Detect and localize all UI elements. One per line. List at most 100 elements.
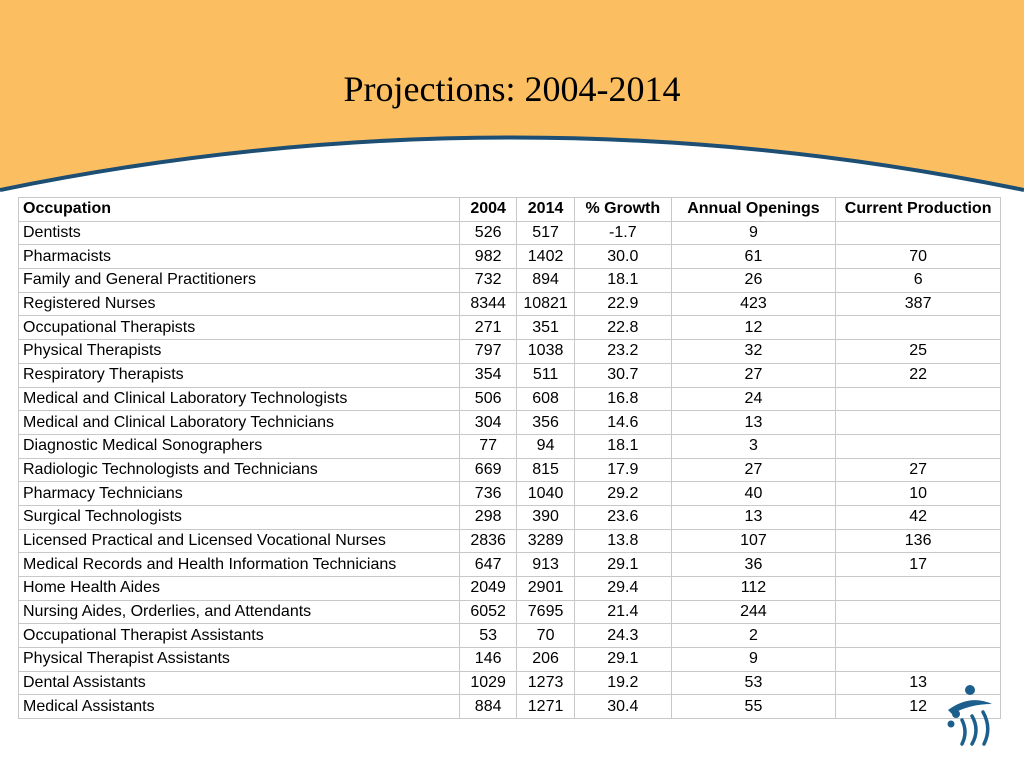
cell-annual-openings: 9 <box>670 220 837 246</box>
cell-current-production <box>835 433 1001 459</box>
cell-occupation: Diagnostic Medical Sonographers <box>17 433 461 459</box>
cell-count-2004: 797 <box>459 339 518 364</box>
cell-count-2004: 669 <box>459 457 518 483</box>
projections-table: Occupation 2004 2014 % Growth Annual Ope… <box>17 197 1001 720</box>
cell-count-2014: 390 <box>516 504 576 530</box>
cell-annual-openings: 40 <box>670 481 837 506</box>
table-row: Diagnostic Medical Sonographers 77 94 18.1 3 <box>17 433 1001 459</box>
cell-occupation: Occupational Therapist Assistants <box>17 623 461 649</box>
cell-growth: 29.2 <box>574 481 672 506</box>
cell-occupation: Medical Records and Health Information T… <box>17 552 461 577</box>
cell-count-2004: 146 <box>459 647 518 672</box>
cell-growth: 21.4 <box>574 599 672 625</box>
cell-occupation: Medical Assistants <box>17 694 461 720</box>
cell-count-2004: 1029 <box>459 670 518 696</box>
cell-annual-openings: 13 <box>670 504 837 530</box>
cell-count-2004: 732 <box>459 268 518 293</box>
cell-annual-openings: 27 <box>670 362 837 388</box>
table-row: Dental Assistants 1029 1273 19.2 53 13 <box>17 670 1001 696</box>
cell-count-2004: 526 <box>459 220 518 246</box>
cell-growth: -1.7 <box>574 220 672 246</box>
cell-growth: 30.0 <box>574 244 672 270</box>
column-header-annual-openings: Annual Openings <box>670 197 837 222</box>
cell-current-production: 17 <box>835 552 1001 577</box>
table-row: Medical and Clinical Laboratory Technolo… <box>17 386 1001 412</box>
cell-annual-openings: 112 <box>670 576 837 601</box>
cell-occupation: Physical Therapist Assistants <box>17 647 461 672</box>
cell-current-production <box>835 576 1001 601</box>
cell-current-production: 27 <box>835 457 1001 483</box>
cell-count-2014: 206 <box>516 647 576 672</box>
cell-growth: 30.7 <box>574 362 672 388</box>
cell-count-2014: 1402 <box>516 244 576 270</box>
table-row: Medical Records and Health Information T… <box>17 552 1001 577</box>
cell-count-2014: 894 <box>516 268 576 293</box>
cell-current-production <box>835 599 1001 625</box>
cell-count-2004: 8344 <box>459 291 518 317</box>
cell-occupation: Occupational Therapists <box>17 315 461 341</box>
cell-count-2014: 1040 <box>516 481 576 506</box>
cell-annual-openings: 2 <box>670 623 837 649</box>
cell-count-2014: 1273 <box>516 670 576 696</box>
cell-count-2014: 1038 <box>516 339 576 364</box>
table-row: Home Health Aides 2049 2901 29.4 112 <box>17 576 1001 601</box>
cell-current-production: 25 <box>835 339 1001 364</box>
cell-occupation: Pharmacy Technicians <box>17 481 461 506</box>
header-background <box>0 0 1024 192</box>
table-row: Surgical Technologists 298 390 23.6 13 42 <box>17 504 1001 530</box>
people-logo-icon <box>947 685 992 746</box>
cell-growth: 23.2 <box>574 339 672 364</box>
cell-current-production: 136 <box>835 528 1001 554</box>
cell-annual-openings: 32 <box>670 339 837 364</box>
table-row: Family and General Practitioners 732 894 18… <box>17 268 1001 293</box>
column-header-2014: 2014 <box>516 197 576 222</box>
column-header-2004: 2004 <box>459 197 518 222</box>
cell-annual-openings: 53 <box>670 670 837 696</box>
cell-annual-openings: 9 <box>670 647 837 672</box>
cell-current-production: 6 <box>835 268 1001 293</box>
cell-occupation: Dentists <box>17 220 461 246</box>
cell-current-production: 70 <box>835 244 1001 270</box>
cell-growth: 18.1 <box>574 433 672 459</box>
cell-count-2014: 351 <box>516 315 576 341</box>
table-row: Pharmacy Technicians 736 1040 29.2 40 10 <box>17 481 1001 506</box>
cell-annual-openings: 107 <box>670 528 837 554</box>
cell-count-2014: 10821 <box>516 291 576 317</box>
column-header-current-production: Current Production <box>835 197 1001 222</box>
table-body: Dentists 526 517 -1.7 9 Pharmacists 982 1402 30.… <box>17 220 1001 720</box>
table-row: Occupational Therapist Assistants 53 70 24.… <box>17 623 1001 649</box>
cell-growth: 22.9 <box>574 291 672 317</box>
slide-title: Projections: 2004-2014 <box>343 69 681 109</box>
cell-occupation: Medical and Clinical Laboratory Technici… <box>17 410 461 435</box>
table-row: Registered Nurses 8344 10821 22.9 423 387 <box>17 291 1001 317</box>
cell-occupation: Medical and Clinical Laboratory Technolo… <box>17 386 461 412</box>
cell-growth: 17.9 <box>574 457 672 483</box>
cell-count-2004: 298 <box>459 504 518 530</box>
column-header-occupation: Occupation <box>17 197 461 222</box>
cell-occupation: Nursing Aides, Orderlies, and Attendants <box>17 599 461 625</box>
cell-count-2014: 517 <box>516 220 576 246</box>
cell-growth: 23.6 <box>574 504 672 530</box>
cell-count-2004: 304 <box>459 410 518 435</box>
cell-count-2014: 913 <box>516 552 576 577</box>
cell-count-2004: 982 <box>459 244 518 270</box>
cell-annual-openings: 61 <box>670 244 837 270</box>
cell-count-2004: 506 <box>459 386 518 412</box>
table-row: Pharmacists 982 1402 30.0 61 70 <box>17 244 1001 270</box>
cell-annual-openings: 36 <box>670 552 837 577</box>
cell-growth: 29.1 <box>574 647 672 672</box>
cell-count-2014: 2901 <box>516 576 576 601</box>
cell-occupation: Radiologic Technologists and Technicians <box>17 457 461 483</box>
column-header-growth: % Growth <box>574 197 672 222</box>
cell-occupation: Dental Assistants <box>17 670 461 696</box>
cell-count-2004: 2049 <box>459 576 518 601</box>
cell-current-production: 387 <box>835 291 1001 317</box>
table-row: Nursing Aides, Orderlies, and Attendants… <box>17 599 1001 625</box>
cell-current-production <box>835 623 1001 649</box>
cell-current-production: 10 <box>835 481 1001 506</box>
cell-annual-openings: 55 <box>670 694 837 720</box>
cell-occupation: Physical Therapists <box>17 339 461 364</box>
cell-count-2014: 815 <box>516 457 576 483</box>
cell-current-production <box>835 220 1001 246</box>
cell-growth: 24.3 <box>574 623 672 649</box>
